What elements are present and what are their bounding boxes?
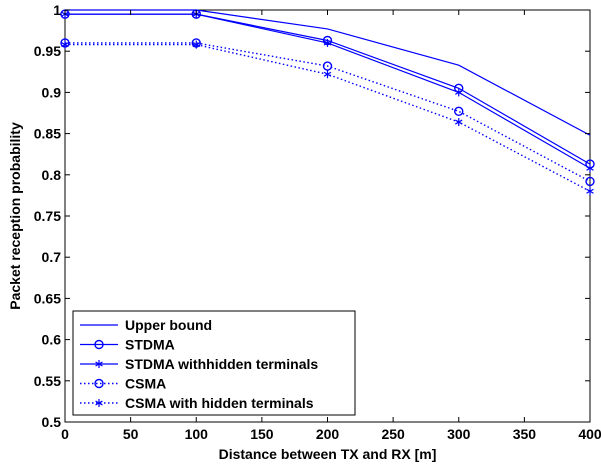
x-axis-label: Distance between TX and RX [m] (219, 446, 437, 462)
y-tick-label: 0.6 (42, 332, 62, 348)
x-tick-label: 350 (513, 426, 537, 442)
y-tick-label: 0.55 (34, 373, 61, 389)
legend-label: CSMA (125, 376, 166, 392)
legend-entry: Upper bound (80, 317, 212, 333)
data-point (586, 187, 594, 196)
y-tick-label: 1 (53, 2, 61, 18)
x-tick-label: 100 (185, 426, 209, 442)
data-point (454, 88, 463, 97)
x-tick-label: 0 (61, 426, 69, 442)
series-1 (65, 9, 591, 136)
legend: Upper bound STDMA STDMA withhidden termina… (72, 310, 356, 416)
y-tick-label: 0.5 (42, 414, 62, 430)
legend-marker (94, 378, 104, 389)
y-axis-label: Packet reception probability (7, 122, 23, 310)
y-tick-label: 0.65 (34, 290, 61, 306)
data-point (61, 40, 69, 49)
x-tick-label: 250 (381, 426, 405, 442)
x-tick-label: 300 (447, 426, 471, 442)
legend-label: CSMA with hidden terminals (125, 395, 314, 411)
legend-entry: STDMA (80, 337, 175, 353)
legend-entry: STDMA withhidden terminals (80, 356, 318, 372)
x-tick-label: 50 (123, 426, 139, 442)
data-point (323, 70, 332, 79)
legend-entry: CSMA (80, 376, 166, 392)
tick-layer: 0 50 100 150 200 250 300 350 400 0.5 0.55 0.6 0.65 0.… (34, 2, 601, 442)
legend-label: STDMA (125, 337, 175, 353)
y-tick-label: 0.95 (34, 43, 61, 59)
series-layer (60, 9, 595, 196)
data-point (322, 61, 333, 71)
legend-label: Upper bound (125, 317, 212, 333)
data-point (454, 118, 463, 127)
series-line (65, 9, 591, 136)
data-point (586, 164, 594, 173)
y-tick-label: 0.7 (42, 249, 62, 265)
x-tick-label: 150 (250, 426, 274, 442)
x-tick-label: 400 (578, 426, 601, 442)
y-tick-label: 0.9 (42, 84, 62, 100)
x-tick-label: 200 (316, 426, 340, 442)
series-5 (61, 40, 594, 196)
data-point (323, 38, 332, 47)
legend-label: STDMA withhidden terminals (125, 356, 318, 372)
y-tick-label: 0.85 (34, 126, 61, 142)
legend-box (72, 310, 356, 416)
legend-marker (95, 399, 103, 407)
data-point (454, 106, 464, 117)
series-line (65, 42, 591, 183)
data-point (192, 40, 201, 49)
y-tick-label: 0.8 (42, 167, 62, 183)
legend-marker (94, 339, 104, 350)
legend-marker (95, 360, 103, 368)
y-tick-label: 0.75 (34, 208, 61, 224)
legend-entry: CSMA with hidden terminals (80, 395, 314, 411)
data-point (585, 176, 595, 187)
